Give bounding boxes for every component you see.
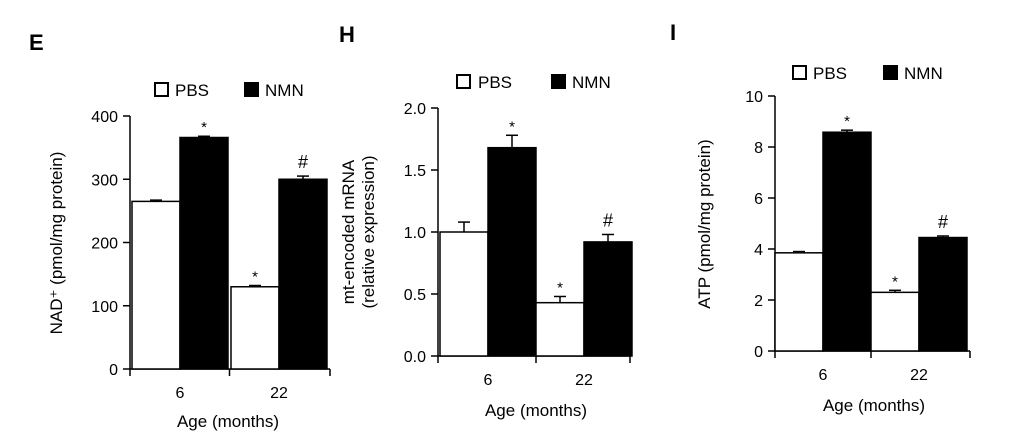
y-tick-label: 2 [754, 293, 763, 310]
y-ticks: 0 100 200 300 400 [91, 109, 130, 379]
legend-label-nmn: NMN [904, 64, 943, 83]
x-axis-title: Age (months) [485, 401, 587, 420]
bar-pbs-22 [230, 286, 280, 370]
x-axis: 6 22 Age (months) [129, 368, 331, 431]
y-tick-label: 0 [754, 344, 763, 361]
panel-label: I [670, 20, 676, 45]
significance-asterisk: * [892, 273, 898, 290]
bar-pbs-22 [870, 291, 920, 352]
legend-label-pbs: PBS [175, 81, 209, 100]
significance-asterisk: * [201, 119, 207, 136]
error-bars [150, 135, 309, 287]
x-tick-label: 6 [819, 367, 828, 384]
y-axis: 0 100 200 300 400 NAD⁺ (pmol/mg protein) [47, 109, 131, 379]
y-ticks: 0 2 4 6 8 10 [745, 89, 775, 361]
significance-asterisk: * [509, 118, 515, 135]
x-tick-label: 22 [910, 367, 928, 384]
legend-label-nmn: NMN [265, 81, 304, 100]
legend-swatch-nmn [883, 65, 898, 80]
significance-marks: * * # [201, 119, 308, 285]
legend-swatch-pbs [456, 74, 471, 89]
hash-mark: # [298, 152, 308, 172]
x-tick-label: 22 [575, 372, 593, 389]
legend-swatch-pbs [792, 65, 807, 80]
y-tick-label: 1.0 [404, 225, 426, 242]
legend-label-nmn: NMN [572, 73, 611, 92]
x-axis: 6 22 Age (months) [774, 350, 971, 415]
y-tick-label: 400 [91, 109, 118, 126]
legend-swatch-nmn [551, 74, 566, 89]
legend: PBS NMN [792, 64, 943, 83]
bars [774, 131, 968, 352]
hash-mark: # [603, 210, 613, 230]
legend-swatch-pbs [154, 82, 169, 97]
significance-marks: * * # [509, 118, 613, 296]
x-axis-title: Age (months) [823, 396, 925, 415]
x-axis-title: Age (months) [177, 412, 279, 431]
y-tick-label: 300 [91, 172, 118, 189]
error-bars [793, 129, 949, 293]
bar-nmn-22 [278, 178, 328, 370]
legend-swatch-nmn [244, 82, 259, 97]
hash-mark: # [938, 212, 948, 232]
x-ticks: 6 22 [129, 369, 331, 402]
y-tick-label: 6 [754, 191, 763, 208]
y-tick-label: 0.0 [404, 349, 426, 366]
x-tick-label: 22 [270, 385, 288, 402]
y-axis: 0.0 0.5 1.0 1.5 2.0 mt-encoded mRNA (relativ… [339, 101, 439, 366]
y-tick-label: 100 [91, 299, 118, 316]
y-tick-label: 4 [754, 242, 763, 259]
y-axis-title: mt-encoded mRNA [339, 159, 358, 304]
legend-label-pbs: PBS [813, 64, 847, 83]
error-bars [458, 134, 614, 303]
bar-nmn-22 [583, 241, 633, 357]
legend: PBS NMN [456, 73, 611, 92]
y-tick-label: 0 [109, 362, 118, 379]
x-ticks: 6 22 [774, 351, 971, 384]
y-axis-title: ATP (pmol/mg protein) [695, 139, 714, 308]
panel-h: H PBS NMN 0.0 0.5 1.0 1.5 2.0 mt-encoded mRN… [339, 22, 633, 420]
significance-marks: * * # [844, 113, 948, 290]
bars [439, 146, 633, 357]
legend: PBS NMN [154, 81, 304, 100]
bar-nmn-6 [822, 131, 872, 352]
legend-label-pbs: PBS [478, 73, 512, 92]
bar-pbs-6 [774, 252, 824, 352]
significance-asterisk: * [557, 279, 563, 296]
panel-e: E PBS NMN 0 100 200 300 400 NAD⁺ (pmol/mg pr… [29, 30, 331, 431]
y-tick-label: 0.5 [404, 287, 426, 304]
x-tick-label: 6 [176, 385, 185, 402]
y-tick-label: 10 [745, 89, 763, 106]
y-axis: 0 2 4 6 8 10 ATP (pmol/mg protein) [695, 89, 776, 361]
bar-pbs-6 [439, 231, 489, 357]
y-tick-label: 2.0 [404, 101, 426, 118]
y-tick-label: 8 [754, 140, 763, 157]
bar-nmn-6 [179, 136, 229, 370]
x-axis: 6 22 Age (months) [437, 355, 631, 420]
significance-asterisk: * [252, 269, 258, 286]
y-tick-label: 1.5 [404, 163, 426, 180]
panel-label: H [339, 22, 355, 47]
y-tick-label: 200 [91, 236, 118, 253]
significance-asterisk: * [844, 113, 850, 130]
x-ticks: 6 22 [437, 356, 631, 389]
bar-pbs-22 [535, 301, 585, 357]
bar-nmn-6 [487, 146, 537, 357]
y-ticks: 0.0 0.5 1.0 1.5 2.0 [404, 101, 438, 366]
bar-nmn-22 [918, 236, 968, 352]
bars [131, 136, 328, 370]
x-tick-label: 6 [484, 372, 493, 389]
bar-pbs-6 [131, 200, 181, 370]
y-axis-subtitle: (relative expression) [359, 155, 378, 308]
panel-label: E [29, 30, 44, 55]
y-axis-title: NAD⁺ (pmol/mg protein) [47, 152, 66, 335]
